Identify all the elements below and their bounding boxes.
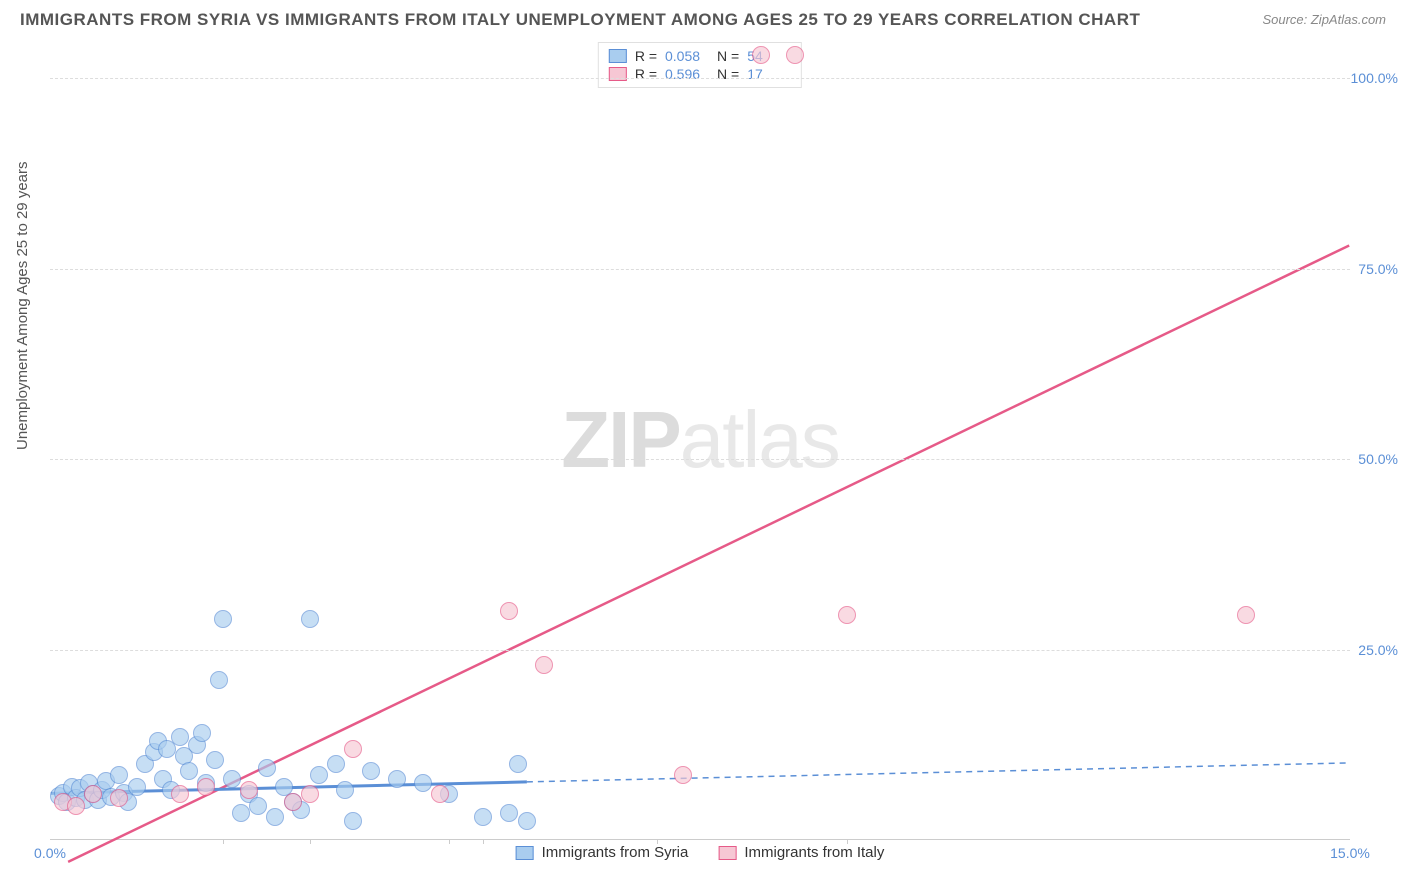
x-tick-mark	[657, 839, 658, 844]
legend-label-italy: Immigrants from Italy	[744, 844, 884, 861]
data-point	[336, 781, 354, 799]
data-point	[67, 797, 85, 815]
data-point	[518, 812, 536, 830]
n-value-italy: 17	[747, 66, 791, 82]
swatch-syria	[516, 846, 534, 860]
x-tick-mark	[310, 839, 311, 844]
data-point	[210, 671, 228, 689]
y-tick-label: 25.0%	[1358, 642, 1398, 658]
correlation-legend: R = 0.058 N = 54 R = 0.596 N = 17	[598, 42, 802, 88]
x-tick-mark	[847, 839, 848, 844]
gridline	[50, 650, 1350, 651]
data-point	[128, 778, 146, 796]
data-point	[301, 785, 319, 803]
data-point	[414, 774, 432, 792]
data-point	[344, 812, 362, 830]
data-point	[786, 46, 804, 64]
trend-lines-layer	[50, 40, 1350, 839]
r-label: R =	[635, 66, 657, 82]
source-label: Source: ZipAtlas.com	[1262, 12, 1386, 27]
data-point	[171, 728, 189, 746]
data-point	[206, 751, 224, 769]
n-label: N =	[717, 66, 739, 82]
y-tick-label: 75.0%	[1358, 261, 1398, 277]
r-value-syria: 0.058	[665, 48, 709, 64]
data-point	[1237, 606, 1255, 624]
data-point	[674, 766, 692, 784]
legend-row-italy: R = 0.596 N = 17	[609, 65, 791, 83]
data-point	[474, 808, 492, 826]
r-label: R =	[635, 48, 657, 64]
n-label: N =	[717, 48, 739, 64]
legend-label-syria: Immigrants from Syria	[542, 844, 689, 861]
data-point	[301, 610, 319, 628]
gridline	[50, 269, 1350, 270]
x-tick-label: 0.0%	[34, 845, 66, 861]
data-point	[509, 755, 527, 773]
data-point	[110, 766, 128, 784]
data-point	[327, 755, 345, 773]
data-point	[249, 797, 267, 815]
data-point	[84, 785, 102, 803]
data-point	[180, 762, 198, 780]
data-point	[223, 770, 241, 788]
legend-item-syria: Immigrants from Syria	[516, 844, 689, 861]
gridline	[50, 459, 1350, 460]
swatch-syria	[609, 49, 627, 63]
x-tick-label: 15.0%	[1330, 845, 1370, 861]
data-point	[197, 778, 215, 796]
data-point	[193, 724, 211, 742]
x-tick-mark	[449, 839, 450, 844]
r-value-italy: 0.596	[665, 66, 709, 82]
y-axis-label: Unemployment Among Ages 25 to 29 years	[14, 161, 31, 450]
chart-title: IMMIGRANTS FROM SYRIA VS IMMIGRANTS FROM…	[20, 10, 1140, 30]
data-point	[500, 804, 518, 822]
watermark: ZIPatlas	[561, 394, 838, 486]
gridline	[50, 78, 1350, 79]
swatch-italy	[718, 846, 736, 860]
data-point	[535, 656, 553, 674]
x-tick-mark	[223, 839, 224, 844]
data-point	[838, 606, 856, 624]
data-point	[266, 808, 284, 826]
x-tick-mark	[483, 839, 484, 844]
y-tick-label: 50.0%	[1358, 451, 1398, 467]
data-point	[362, 762, 380, 780]
plot-area: ZIPatlas R = 0.058 N = 54 R = 0.596 N = …	[50, 40, 1350, 840]
data-point	[232, 804, 250, 822]
data-point	[240, 781, 258, 799]
y-tick-label: 100.0%	[1351, 70, 1398, 86]
data-point	[258, 759, 276, 777]
data-point	[310, 766, 328, 784]
data-point	[344, 740, 362, 758]
data-point	[284, 793, 302, 811]
data-point	[752, 46, 770, 64]
data-point	[110, 789, 128, 807]
legend-item-italy: Immigrants from Italy	[718, 844, 884, 861]
data-point	[388, 770, 406, 788]
series-legend: Immigrants from Syria Immigrants from It…	[508, 844, 893, 861]
data-point	[431, 785, 449, 803]
data-point	[214, 610, 232, 628]
data-point	[500, 602, 518, 620]
data-point	[171, 785, 189, 803]
